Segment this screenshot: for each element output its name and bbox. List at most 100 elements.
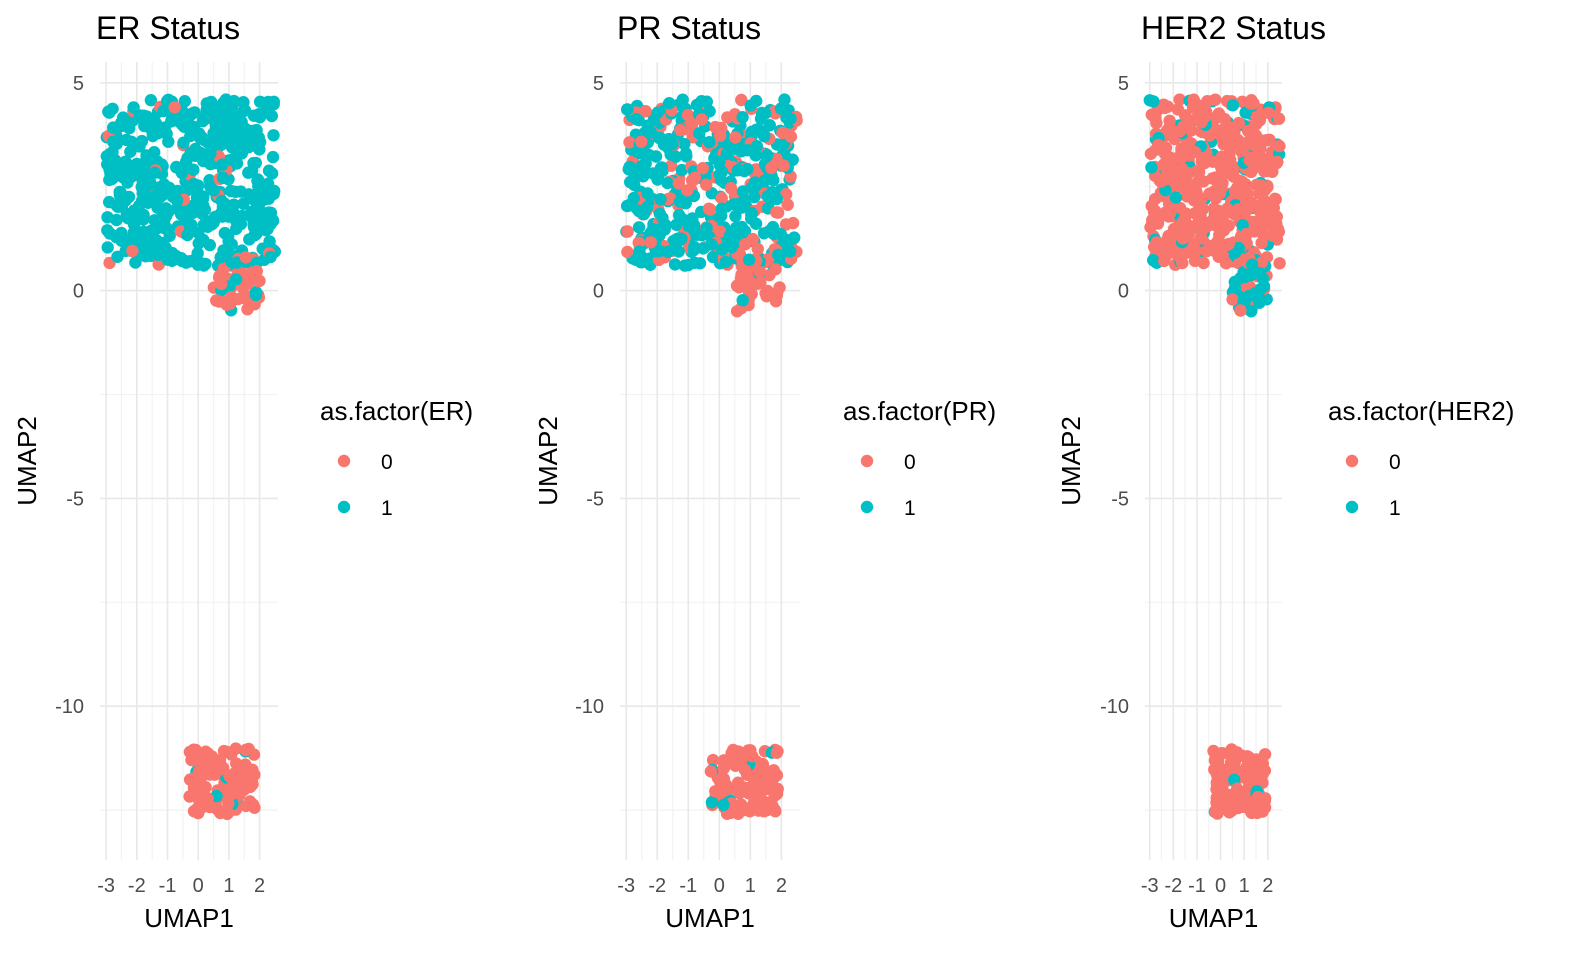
point-0	[1189, 244, 1203, 257]
point-1	[103, 195, 116, 209]
point-1	[633, 245, 646, 258]
point-1	[749, 217, 763, 230]
point-0	[1187, 220, 1200, 233]
point-1	[161, 223, 174, 236]
point-1	[214, 123, 227, 136]
point-0	[1162, 153, 1175, 166]
point-1	[181, 228, 194, 242]
point-1	[127, 204, 141, 217]
point-1	[207, 184, 221, 197]
point-0	[1216, 249, 1229, 262]
point-0	[1241, 765, 1254, 778]
point-1	[225, 153, 238, 167]
point-0	[225, 290, 238, 304]
point-0	[1247, 97, 1260, 110]
point-0	[730, 305, 744, 318]
point-1	[744, 99, 757, 112]
x-tick-label: 2	[254, 875, 265, 897]
point-1	[700, 221, 713, 235]
point-0	[700, 178, 713, 191]
point-0	[1173, 93, 1186, 106]
point-1	[703, 136, 716, 149]
point-0	[696, 162, 709, 175]
point-1	[693, 127, 706, 140]
point-1	[723, 229, 737, 242]
point-0	[1250, 118, 1263, 131]
point-0	[1199, 109, 1212, 123]
point-0	[765, 161, 778, 175]
point-0	[192, 764, 206, 778]
x-tick-label: -2	[128, 875, 146, 897]
point-0	[1262, 152, 1275, 166]
point-0	[1163, 120, 1176, 134]
point-0	[754, 276, 767, 290]
point-0	[738, 238, 752, 251]
point-0	[1255, 256, 1269, 269]
point-1	[229, 273, 243, 286]
point-1	[148, 214, 161, 227]
point-1	[670, 218, 683, 231]
point-1	[690, 228, 703, 241]
point-1	[675, 163, 689, 177]
point-0	[1226, 293, 1239, 306]
point-0	[1234, 304, 1247, 317]
point-1	[676, 93, 689, 106]
point-0	[781, 198, 794, 211]
point-1	[136, 173, 149, 187]
point-0	[773, 281, 786, 294]
point-0	[1262, 106, 1275, 120]
legend-label-1: 1	[904, 497, 916, 520]
point-0	[1227, 170, 1240, 183]
point-0	[1243, 154, 1256, 167]
point-0	[721, 111, 734, 124]
point-0	[718, 784, 731, 797]
point-1	[741, 162, 754, 176]
point-1	[113, 189, 127, 202]
point-1	[641, 119, 655, 132]
point-0	[1197, 175, 1210, 188]
legend-key-1	[860, 500, 874, 514]
point-1	[242, 141, 255, 154]
point-1	[778, 233, 791, 246]
point-1	[116, 111, 130, 124]
point-0	[221, 806, 235, 820]
point-0	[770, 746, 783, 759]
point-1	[245, 205, 258, 219]
point-0	[1200, 244, 1213, 258]
point-0	[1207, 744, 1220, 758]
point-1	[200, 103, 213, 116]
point-1	[719, 255, 732, 269]
point-1	[216, 158, 229, 171]
point-0	[1235, 749, 1249, 762]
point-1	[123, 122, 136, 135]
point-0	[704, 765, 718, 778]
point-0	[621, 245, 634, 259]
point-0	[1270, 217, 1283, 230]
point-1	[745, 206, 758, 220]
points	[620, 93, 803, 820]
point-1	[152, 248, 165, 261]
point-1	[131, 225, 144, 239]
x-axis-title: UMAP1	[1169, 903, 1259, 933]
y-axis-title: UMAP2	[12, 416, 42, 506]
point-0	[250, 265, 263, 278]
point-0	[639, 105, 652, 118]
point-0	[1176, 232, 1190, 245]
point-1	[196, 114, 209, 128]
point-1	[190, 191, 204, 204]
point-0	[770, 206, 783, 219]
point-1	[761, 190, 774, 203]
point-0	[242, 773, 255, 786]
point-0	[197, 791, 210, 804]
point-1	[758, 130, 771, 143]
point-0	[1242, 775, 1255, 788]
point-1	[263, 235, 276, 248]
point-1	[736, 111, 749, 124]
point-0	[681, 108, 695, 122]
y-tick-label: -10	[575, 696, 604, 718]
point-1	[235, 115, 248, 129]
point-1	[165, 115, 178, 128]
point-1	[654, 161, 668, 175]
